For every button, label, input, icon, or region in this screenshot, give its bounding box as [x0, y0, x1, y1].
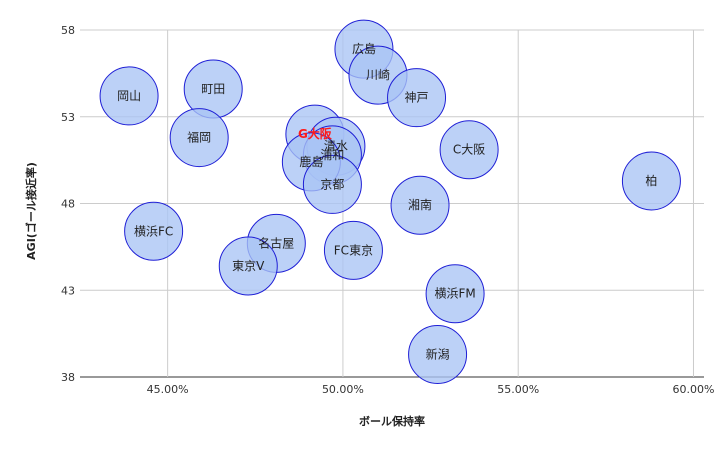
y-tick-label: 58	[61, 24, 75, 37]
bubble-label: 神戸	[405, 91, 429, 105]
x-tick-label: 50.00%	[322, 383, 364, 396]
bubble-label: 東京V	[232, 259, 265, 273]
bubble-label: 川崎	[366, 68, 390, 82]
x-tick-label: 60.00%	[673, 383, 715, 396]
bubble-label: 鹿島	[299, 154, 323, 169]
bubble-label: FC東京	[334, 243, 373, 257]
y-tick-label: 53	[61, 111, 75, 124]
y-tick-label: 38	[61, 371, 75, 384]
bubble-layer	[99, 19, 681, 384]
bubble-label-highlight: G大阪	[298, 126, 333, 141]
bubble-point	[408, 324, 468, 384]
bubble-point	[169, 108, 229, 168]
bubble-point	[621, 151, 681, 211]
bubble-label: 清水	[324, 139, 348, 153]
bubble-label: 新潟	[426, 346, 450, 361]
bubble-label: 岡山	[117, 89, 141, 103]
y-tick-label: 43	[61, 284, 75, 297]
x-axis-title: ボール保持率	[359, 414, 425, 428]
bubble-label: 柏	[645, 173, 657, 188]
bubble-point	[99, 66, 159, 126]
bubble-label: 横浜FC	[134, 224, 173, 238]
bubble-label: 京都	[320, 177, 344, 191]
bubble-point	[124, 201, 184, 261]
bubble-point	[425, 264, 485, 324]
bubble-label: 横浜FM	[434, 287, 475, 301]
bubble-label: 名古屋	[258, 235, 294, 250]
bubble-label: 浦和	[320, 148, 344, 162]
bubble-point	[390, 175, 450, 235]
bubble-point	[218, 236, 278, 296]
axis-layer: 38 43 48 53 58 45.00% 50.00% 55.00% 60.00%	[61, 24, 714, 396]
bubble-label: 町田	[201, 82, 225, 96]
y-tick-label: 48	[61, 198, 75, 211]
y-axis-title: AGI(ゴール接近率)	[24, 162, 38, 260]
bubble-label: 湘南	[408, 197, 432, 212]
x-tick-label: 45.00%	[147, 383, 189, 396]
bubble-label: 福岡	[187, 130, 211, 145]
bubble-label: 広島	[352, 41, 376, 56]
bubble-point	[323, 220, 383, 280]
bubble-point	[387, 68, 447, 128]
bubble-point	[439, 120, 499, 180]
bubble-label: C大阪	[453, 143, 485, 157]
x-tick-label: 55.00%	[497, 383, 539, 396]
bubble-point	[302, 154, 362, 214]
